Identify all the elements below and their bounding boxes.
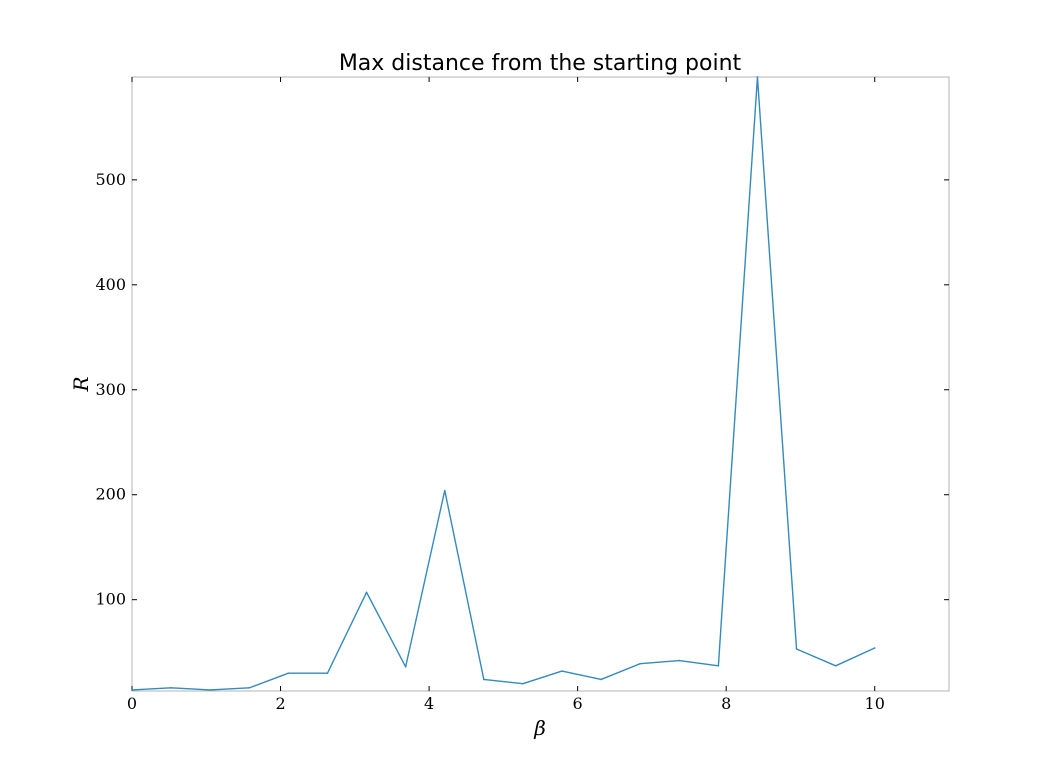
data-point (756, 76, 759, 78)
x-tick-label: 4 (424, 694, 434, 713)
plot-frame (131, 76, 950, 692)
y-tick-label: 500 (95, 170, 126, 189)
data-point (600, 678, 602, 681)
chart-title: Max distance from the starting point (339, 51, 742, 76)
data-point (170, 687, 172, 689)
data-point (248, 687, 251, 689)
data-point (522, 682, 524, 685)
y-tick-label: 300 (95, 380, 126, 399)
data-point (795, 648, 798, 650)
x-tick-label: 8 (721, 694, 731, 713)
y-tick-label: 100 (95, 590, 126, 609)
x-axis-label: β (533, 716, 546, 740)
data-point (326, 672, 329, 674)
series-line-0 (131, 76, 876, 691)
data-point (131, 689, 133, 691)
data-point (639, 662, 641, 665)
data-point (561, 670, 563, 672)
y-tick-label: 200 (95, 485, 126, 504)
data-point (483, 678, 485, 681)
y-axis-label: R (69, 376, 93, 392)
x-tick-label: 6 (573, 694, 583, 713)
data-point (678, 659, 681, 662)
x-axis: 0 2 4 6 8 10 (127, 77, 885, 713)
data-point (404, 666, 407, 668)
x-tick-label: 2 (275, 694, 285, 713)
y-tick-label: 400 (95, 275, 126, 294)
data-point (717, 665, 720, 667)
x-tick-label: 10 (865, 694, 885, 713)
data-point (365, 591, 368, 594)
x-tick-label: 0 (127, 694, 137, 713)
y-axis: 100 200 300 400 500 (95, 170, 949, 609)
series-layer (131, 76, 876, 691)
data-point (209, 689, 212, 691)
data-point (287, 672, 290, 674)
data-point (834, 665, 837, 667)
data-point (443, 489, 446, 492)
data-point (873, 647, 876, 649)
